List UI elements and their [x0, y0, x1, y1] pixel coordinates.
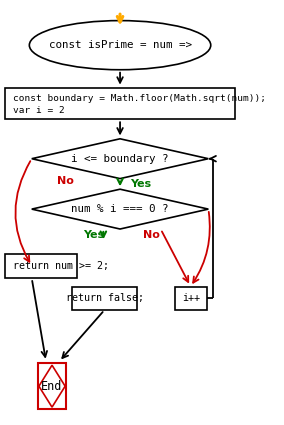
- Text: i++: i++: [182, 293, 200, 303]
- FancyBboxPatch shape: [72, 286, 137, 310]
- Text: return false;: return false;: [66, 293, 143, 303]
- Text: No: No: [143, 230, 160, 240]
- Polygon shape: [32, 139, 208, 178]
- Text: num % i === 0 ?: num % i === 0 ?: [71, 204, 169, 214]
- FancyBboxPatch shape: [175, 286, 207, 310]
- Text: End: End: [41, 380, 63, 393]
- FancyBboxPatch shape: [37, 363, 66, 409]
- Text: var i = 2: var i = 2: [12, 106, 64, 115]
- FancyBboxPatch shape: [5, 88, 235, 119]
- FancyBboxPatch shape: [5, 254, 77, 278]
- Polygon shape: [32, 189, 208, 229]
- Polygon shape: [39, 365, 65, 407]
- Text: const boundary = Math.floor(Math.sqrt(num));: const boundary = Math.floor(Math.sqrt(nu…: [12, 94, 266, 103]
- Text: i <= boundary ?: i <= boundary ?: [71, 154, 169, 164]
- Text: Yes: Yes: [130, 179, 151, 189]
- Text: No: No: [57, 176, 74, 186]
- Text: return num >= 2;: return num >= 2;: [12, 261, 108, 271]
- Text: Yes: Yes: [83, 230, 104, 240]
- Ellipse shape: [29, 20, 211, 70]
- Text: const isPrime = num =>: const isPrime = num =>: [49, 40, 191, 50]
